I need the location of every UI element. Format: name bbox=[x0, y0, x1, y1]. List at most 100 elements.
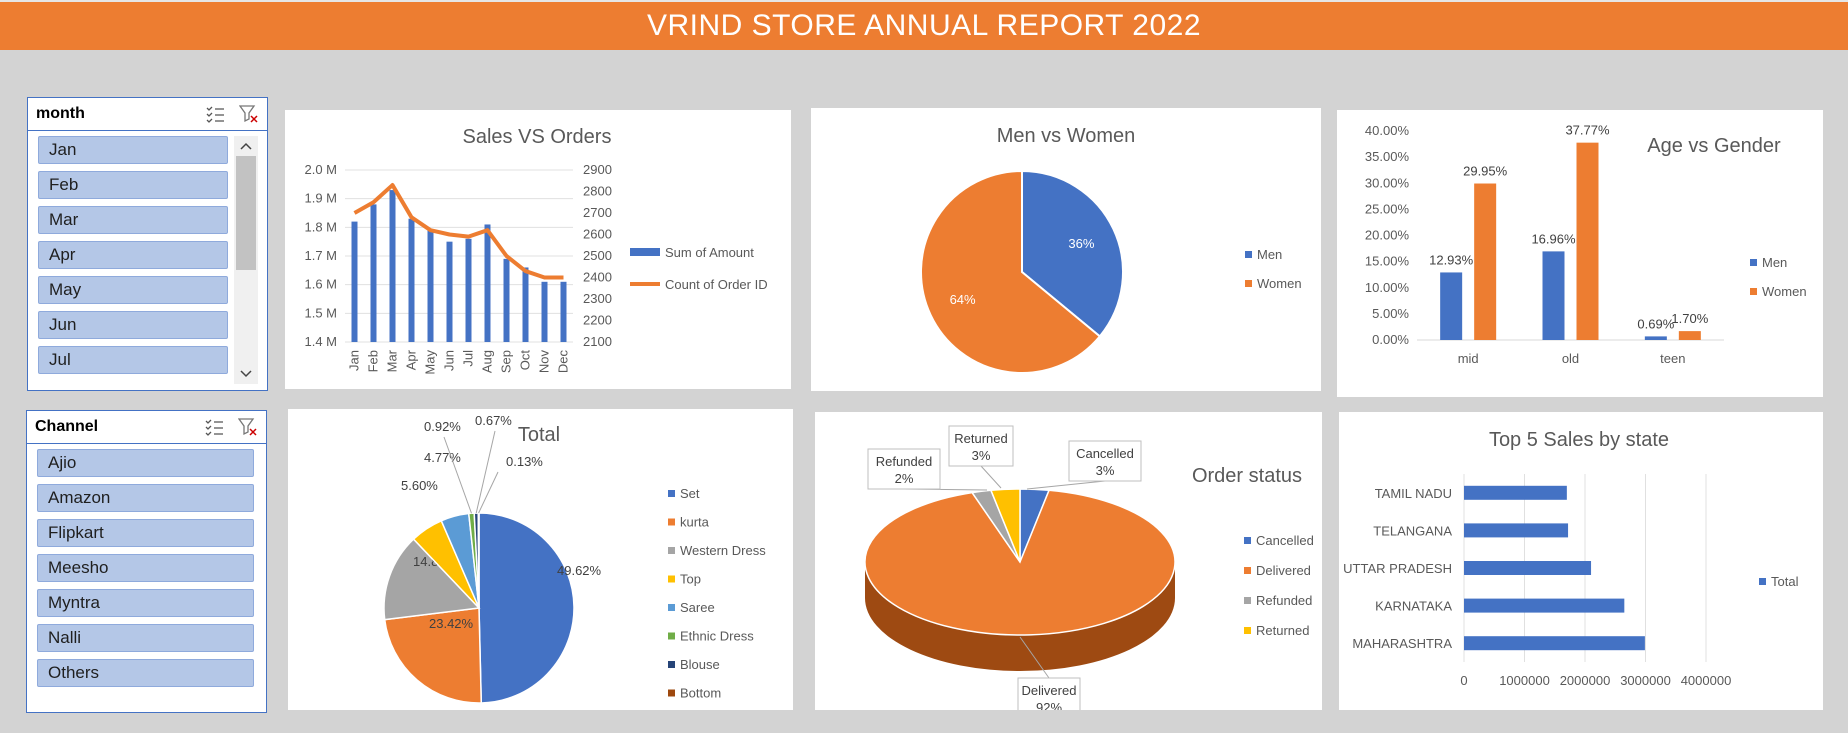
y-tick-label: 5.00% bbox=[1372, 306, 1409, 321]
legend-label-blouse: Blouse bbox=[680, 657, 720, 672]
channel_slicer-nalli[interactable]: Nalli bbox=[37, 624, 254, 652]
month-slicer-scrollbar[interactable] bbox=[234, 136, 258, 384]
legend-swatch-kurta bbox=[668, 518, 675, 526]
bar-sum-of-amount bbox=[522, 267, 529, 342]
legend-label-women: Women bbox=[1257, 276, 1302, 291]
y-tick-label: 30.00% bbox=[1365, 175, 1410, 190]
month_slicer-jul[interactable]: Jul bbox=[38, 346, 228, 374]
total-chart: Total49.62%23.42%14.87%5.60%4.77%0.92%0.… bbox=[383, 413, 766, 704]
y-tick-label: KARNATAKA bbox=[1375, 599, 1452, 614]
channel-slicer-title: Channel bbox=[35, 418, 99, 435]
pie-slice-western-dress bbox=[383, 538, 481, 621]
bar-maharashtra bbox=[1464, 636, 1645, 651]
month_slicer-may[interactable]: May bbox=[38, 276, 228, 304]
channel_slicer-meesho[interactable]: Meesho bbox=[37, 554, 254, 582]
channel_slicer-ajio[interactable]: Ajio bbox=[37, 449, 254, 477]
sales-vs-orders-panel[interactable]: Sales VS Orders 2.0 M 1.9 M 1.8 M 1.7 M 1.6 M… bbox=[285, 110, 791, 389]
scroll-down-icon[interactable] bbox=[234, 366, 258, 382]
report-title-banner: VRIND STORE ANNUAL REPORT 2022 bbox=[0, 2, 1848, 50]
age-vs-gender-panel[interactable]: Age vs Gender 40.00% 35.00% 30.00% 25.00% 20.… bbox=[1337, 110, 1823, 397]
legend-swatch-cancelled bbox=[1244, 537, 1251, 544]
y-tick-label: 25.00% bbox=[1365, 201, 1410, 216]
pie-slice-women bbox=[920, 169, 1102, 374]
month_slicer-jun[interactable]: Jun bbox=[38, 311, 228, 339]
y-tick-label: 1.8 M bbox=[304, 219, 337, 234]
legend-label-kurta: kurta bbox=[680, 515, 710, 530]
sheet-gridline bbox=[0, 0, 1848, 2]
month-slicer[interactable]: month Jan Feb Mar Apr May Jun Jul bbox=[27, 97, 268, 391]
x-tick-label: Jan bbox=[347, 350, 362, 371]
legend-swatch-men bbox=[1750, 259, 1757, 266]
channel_slicer-others[interactable]: Others bbox=[37, 659, 254, 687]
total-panel[interactable]: Total49.62%23.42%14.87%5.60%4.77%0.92%0.… bbox=[288, 409, 793, 710]
line-count-of-order-id bbox=[353, 183, 564, 280]
bar-men-mid bbox=[1440, 272, 1463, 340]
y2-tick-label: 2700 bbox=[583, 205, 612, 220]
men-vs-women-panel[interactable]: Men vs Women 36% 64% Men Women bbox=[811, 108, 1321, 391]
legend-label-women: Women bbox=[1762, 284, 1807, 299]
multi-select-icon[interactable] bbox=[205, 104, 225, 124]
legend-label-returned: Returned bbox=[1256, 623, 1309, 638]
legend-swatch-ethnic-dress bbox=[668, 632, 675, 640]
y-tick-label: 1.6 M bbox=[304, 277, 337, 292]
y-tick-label: 35.00% bbox=[1365, 149, 1410, 164]
legend-swatch-blouse bbox=[668, 661, 675, 668]
channel-slicer[interactable]: Channel Ajio Amazon Flipkart Meesho Myntra Na… bbox=[26, 410, 267, 713]
top-states-panel[interactable]: Top 5 Sales by state 0 1000000 2000000 30000… bbox=[1339, 412, 1823, 710]
x-tick-label: May bbox=[423, 350, 438, 375]
month_slicer-mar[interactable]: Mar bbox=[38, 206, 228, 234]
channel_slicer-amazon[interactable]: Amazon bbox=[37, 484, 254, 512]
multi-select-icon[interactable] bbox=[204, 417, 224, 437]
y-tick-label: 0.00% bbox=[1372, 332, 1409, 347]
x-tick-label: teen bbox=[1660, 351, 1685, 366]
legend-label-set: Set bbox=[680, 486, 700, 501]
y2-tick-label: 2600 bbox=[583, 227, 612, 242]
pie-slice-bottom bbox=[477, 512, 480, 609]
y-tick-label: 20.00% bbox=[1365, 228, 1410, 243]
data-label: 36% bbox=[1068, 236, 1094, 251]
scrollbar-thumb[interactable] bbox=[236, 156, 256, 270]
month_slicer-feb[interactable]: Feb bbox=[38, 171, 228, 199]
bar-sum-of-amount bbox=[389, 190, 396, 342]
y-tick-label: 10.00% bbox=[1365, 280, 1410, 295]
chart-title: Men vs Women bbox=[997, 125, 1136, 147]
x-tick-label: 2000000 bbox=[1560, 673, 1611, 688]
bar-telangana bbox=[1464, 523, 1569, 538]
men-vs-women-chart: Men vs Women 36% 64% Men Women bbox=[920, 125, 1302, 374]
clear-filter-icon[interactable] bbox=[239, 104, 259, 124]
leader-line bbox=[980, 465, 1002, 489]
bar-uttar-pradesh bbox=[1464, 561, 1592, 575]
channel-slicer-header: Channel bbox=[27, 411, 266, 444]
scroll-up-icon[interactable] bbox=[234, 138, 258, 154]
legend-label-bottom: Bottom bbox=[680, 686, 721, 701]
order-status-chart: Order status Cancelled 3% Delivered 92% Refun… bbox=[864, 425, 1314, 719]
channel_slicer-flipkart[interactable]: Flipkart bbox=[37, 519, 254, 547]
legend-swatch-women bbox=[1245, 280, 1252, 287]
order-status-panel[interactable]: Order status Cancelled 3% Delivered 92% Refun… bbox=[815, 412, 1322, 719]
data-label-box bbox=[948, 425, 1014, 467]
bar-sum-of-amount bbox=[351, 221, 358, 342]
x-tick-label: Jul bbox=[461, 350, 476, 367]
data-label: 12.93% bbox=[1429, 252, 1474, 267]
clear-filter-icon[interactable] bbox=[238, 417, 258, 437]
month-slicer-title: month bbox=[36, 105, 85, 122]
channel_slicer-myntra[interactable]: Myntra bbox=[37, 589, 254, 617]
legend-label-count-of-order-id: Count of Order ID bbox=[665, 277, 768, 292]
y-tick-label: 1.9 M bbox=[304, 191, 337, 206]
x-tick-label: 0 bbox=[1460, 673, 1467, 688]
data-label: Returned bbox=[954, 431, 1007, 446]
data-label: Delivered bbox=[1022, 683, 1077, 698]
report-title: VRIND STORE ANNUAL REPORT 2022 bbox=[646, 9, 1202, 42]
pie-slice-returned bbox=[989, 488, 1021, 563]
x-tick-label: mid bbox=[1458, 351, 1479, 366]
legend-swatch-bottom bbox=[668, 689, 675, 697]
data-label: 5.60% bbox=[401, 478, 438, 493]
x-tick-label: Jun bbox=[442, 350, 457, 371]
y2-tick-label: 2100 bbox=[583, 334, 612, 349]
y2-tick-label: 2200 bbox=[583, 313, 612, 328]
month_slicer-apr[interactable]: Apr bbox=[38, 241, 228, 269]
data-label: 3% bbox=[1096, 463, 1115, 478]
month_slicer-jan[interactable]: Jan bbox=[38, 136, 228, 164]
legend-swatch-men bbox=[1245, 251, 1252, 258]
data-label: 16.96% bbox=[1531, 231, 1576, 246]
